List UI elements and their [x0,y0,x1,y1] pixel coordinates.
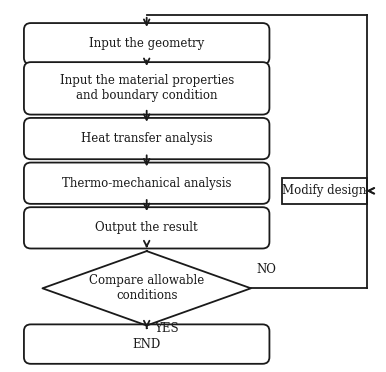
Text: YES: YES [154,322,179,334]
Polygon shape [42,251,251,326]
Text: Heat transfer analysis: Heat transfer analysis [81,132,212,145]
FancyBboxPatch shape [24,324,269,364]
FancyBboxPatch shape [282,178,367,204]
Text: END: END [132,338,161,350]
Text: Input the geometry: Input the geometry [89,37,204,50]
Text: Compare allowable
conditions: Compare allowable conditions [89,274,204,302]
FancyBboxPatch shape [24,163,269,204]
Text: Input the material properties
and boundary condition: Input the material properties and bounda… [59,74,234,102]
FancyBboxPatch shape [24,62,269,115]
Text: NO: NO [257,263,276,276]
FancyBboxPatch shape [24,207,269,248]
Text: Output the result: Output the result [95,221,198,234]
FancyBboxPatch shape [24,118,269,159]
Text: Modify design: Modify design [282,185,366,197]
FancyBboxPatch shape [24,23,269,64]
Text: Thermo-mechanical analysis: Thermo-mechanical analysis [62,177,232,190]
